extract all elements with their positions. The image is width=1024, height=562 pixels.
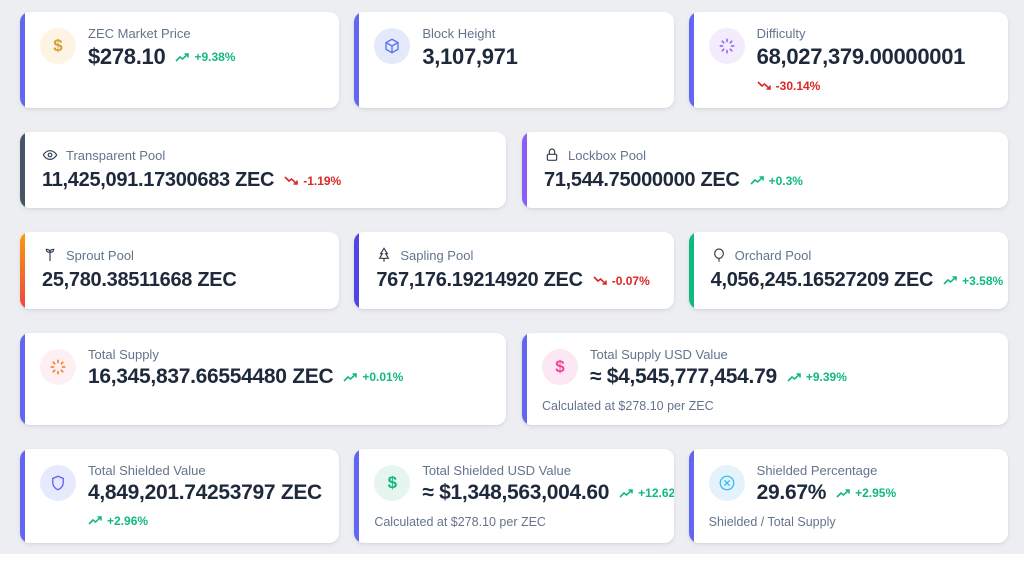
card-title: Total Supply USD Value xyxy=(590,347,728,362)
card-value: $278.10 xyxy=(88,44,166,69)
change-badge: -30.14% xyxy=(757,79,820,93)
card-total-shielded-usd: $ Total Shielded USD Value ≈ $1,348,563,… xyxy=(354,449,674,543)
card-orchard-pool: Orchard Pool 4,056,245.16527209 ZEC +3.5… xyxy=(688,232,1008,309)
stats-dashboard: $ ZEC Market Price $278.10 +9.38% xyxy=(20,12,1008,543)
sprout-icon xyxy=(45,248,55,261)
accent-bar xyxy=(20,449,25,543)
row-market-stats: $ ZEC Market Price $278.10 +9.38% xyxy=(20,12,1008,108)
card-block-height: Block Height 3,107,971 xyxy=(354,12,674,108)
card-title: Lockbox Pool xyxy=(568,147,647,163)
trend-up-icon xyxy=(88,516,102,525)
card-subtitle: Shielded / Total Supply xyxy=(708,515,836,529)
accent-bar xyxy=(354,232,360,309)
sunburst-icon xyxy=(40,349,76,385)
accent-bar xyxy=(20,132,25,208)
trend-up-icon xyxy=(619,488,633,498)
trend-up-icon xyxy=(750,176,764,185)
sapling-tree-icon xyxy=(378,247,390,262)
row-pools-narrow: Sprout Pool 25,780.38511668 ZEC Sapling … xyxy=(20,232,1008,309)
change-badge: +3.58% xyxy=(943,274,1003,288)
card-value: ≈ $1,348,563,004.60 xyxy=(422,481,610,504)
card-title: Total Shielded USD Value xyxy=(422,463,571,478)
change-badge: +12.62% xyxy=(619,486,674,500)
accent-bar xyxy=(20,333,25,425)
card-total-supply: Total Supply 16,345,837.66554480 ZEC +0.… xyxy=(20,333,506,425)
card-value: 16,345,837.66554480 ZEC xyxy=(88,365,334,388)
spinner-icon xyxy=(708,28,745,64)
dollar-icon: $ xyxy=(374,465,411,501)
shield-icon xyxy=(40,465,76,501)
trend-up-icon xyxy=(343,372,358,382)
card-value: 11,425,091.17300683 ZEC xyxy=(42,169,275,191)
trend-up-icon xyxy=(943,276,957,285)
card-value: 68,027,379.00000001 xyxy=(756,44,966,69)
card-value: 25,780.38511668 ZEC xyxy=(42,269,237,291)
card-title: Total Supply xyxy=(88,347,159,362)
dollar-icon: $ xyxy=(542,349,578,385)
change-badge: +9.38% xyxy=(175,50,235,64)
card-value: ≈ $4,545,777,454.79 xyxy=(590,365,777,388)
card-title: ZEC Market Price xyxy=(88,26,191,41)
change-badge: +9.39% xyxy=(787,370,847,384)
card-title: Sapling Pool xyxy=(400,247,474,263)
accent-bar xyxy=(688,449,694,543)
card-zec-market-price: $ ZEC Market Price $278.10 +9.38% xyxy=(20,12,340,108)
card-subtitle: Calculated at $278.10 per ZEC xyxy=(374,515,546,529)
card-subtitle: Calculated at $278.10 per ZEC xyxy=(542,399,714,413)
eye-icon xyxy=(42,150,58,160)
dollar-coin-icon: $ xyxy=(40,28,76,64)
accent-bar xyxy=(688,232,694,309)
change-badge: +0.01% xyxy=(343,370,403,384)
card-title: Block Height xyxy=(422,26,496,41)
card-total-shielded: Total Shielded Value 4,849,201.74253797 … xyxy=(20,449,340,543)
next-section-edge xyxy=(0,554,1024,562)
accent-bar xyxy=(354,12,360,108)
accent-bar xyxy=(522,132,527,208)
card-title: Total Shielded Value xyxy=(88,463,206,478)
trend-up-icon xyxy=(836,488,850,498)
card-lockbox-pool: Lockbox Pool 71,544.75000000 ZEC +0.3% xyxy=(522,132,1008,208)
accent-bar xyxy=(20,12,25,108)
card-shielded-percentage: Shielded Percentage 29.67% +2.95% Shield… xyxy=(688,449,1008,543)
card-value: 71,544.75000000 ZEC xyxy=(544,169,740,191)
card-transparent-pool: Transparent Pool 11,425,091.17300683 ZEC… xyxy=(20,132,506,208)
card-total-supply-usd: $ Total Supply USD Value ≈ $4,545,777,45… xyxy=(522,333,1008,425)
accent-bar xyxy=(354,449,360,543)
lock-icon xyxy=(546,148,558,161)
circle-x-icon xyxy=(708,465,745,501)
change-badge: +2.95% xyxy=(836,486,896,500)
accent-bar xyxy=(688,12,694,108)
change-badge: +0.3% xyxy=(750,174,803,188)
card-title: Sprout Pool xyxy=(66,247,134,263)
change-badge: +2.96% xyxy=(88,514,148,528)
card-difficulty: Difficulty 68,027,379.00000001 -30.14% xyxy=(688,12,1008,108)
card-value: 29.67% xyxy=(756,481,827,504)
card-sprout-pool: Sprout Pool 25,780.38511668 ZEC xyxy=(20,232,340,309)
row-shielded: Total Shielded Value 4,849,201.74253797 … xyxy=(20,449,1008,543)
card-value: 4,056,245.16527209 ZEC xyxy=(710,269,934,291)
accent-bar xyxy=(522,333,527,425)
card-value: 4,849,201.74253797 ZEC xyxy=(88,481,322,504)
card-title: Shielded Percentage xyxy=(756,463,878,478)
card-sapling-pool: Sapling Pool 767,176.19214920 ZEC -0.07% xyxy=(354,232,674,309)
trend-down-icon xyxy=(757,81,771,90)
change-badge: -1.19% xyxy=(284,174,341,188)
trend-up-icon xyxy=(787,372,801,382)
trend-down-icon xyxy=(284,176,299,185)
orchard-tree-icon xyxy=(713,248,724,262)
card-value: 3,107,971 xyxy=(422,44,518,69)
trend-down-icon xyxy=(593,276,607,285)
card-title: Orchard Pool xyxy=(734,247,812,263)
card-title: Difficulty xyxy=(756,26,806,41)
row-pools-wide: Transparent Pool 11,425,091.17300683 ZEC… xyxy=(20,132,1008,208)
card-value: 767,176.19214920 ZEC xyxy=(376,269,583,291)
accent-bar xyxy=(20,232,25,309)
change-badge: -0.07% xyxy=(593,274,650,288)
trend-up-icon xyxy=(175,52,190,62)
card-title: Transparent Pool xyxy=(66,147,166,163)
row-supply: Total Supply 16,345,837.66554480 ZEC +0.… xyxy=(20,333,1008,425)
cube-icon xyxy=(374,28,411,64)
